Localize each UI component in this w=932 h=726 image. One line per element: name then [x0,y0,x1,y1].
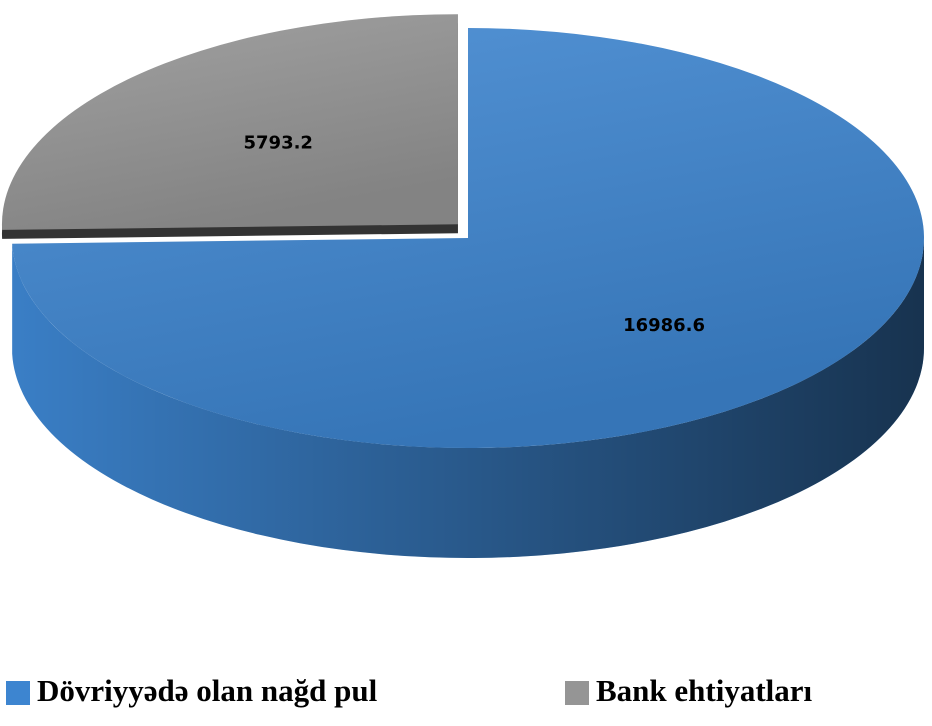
data-label: 16986.6 [623,315,705,336]
plot: 16986.6 5793.2 [1,14,925,558]
slice-top-shade [1,14,458,230]
data-label: 5793.2 [244,133,313,154]
slice-top-shade [12,28,925,448]
legend-swatch [6,681,30,705]
legend: Dövriyyədə olan nağd pul Bank ehtiyatları [6,673,813,708]
legend-swatch [565,681,589,705]
legend-label: Bank ehtiyatları [596,673,813,708]
slice-side-shade [12,238,925,558]
legend-label: Dövriyyədə olan nağd pul [37,673,378,708]
